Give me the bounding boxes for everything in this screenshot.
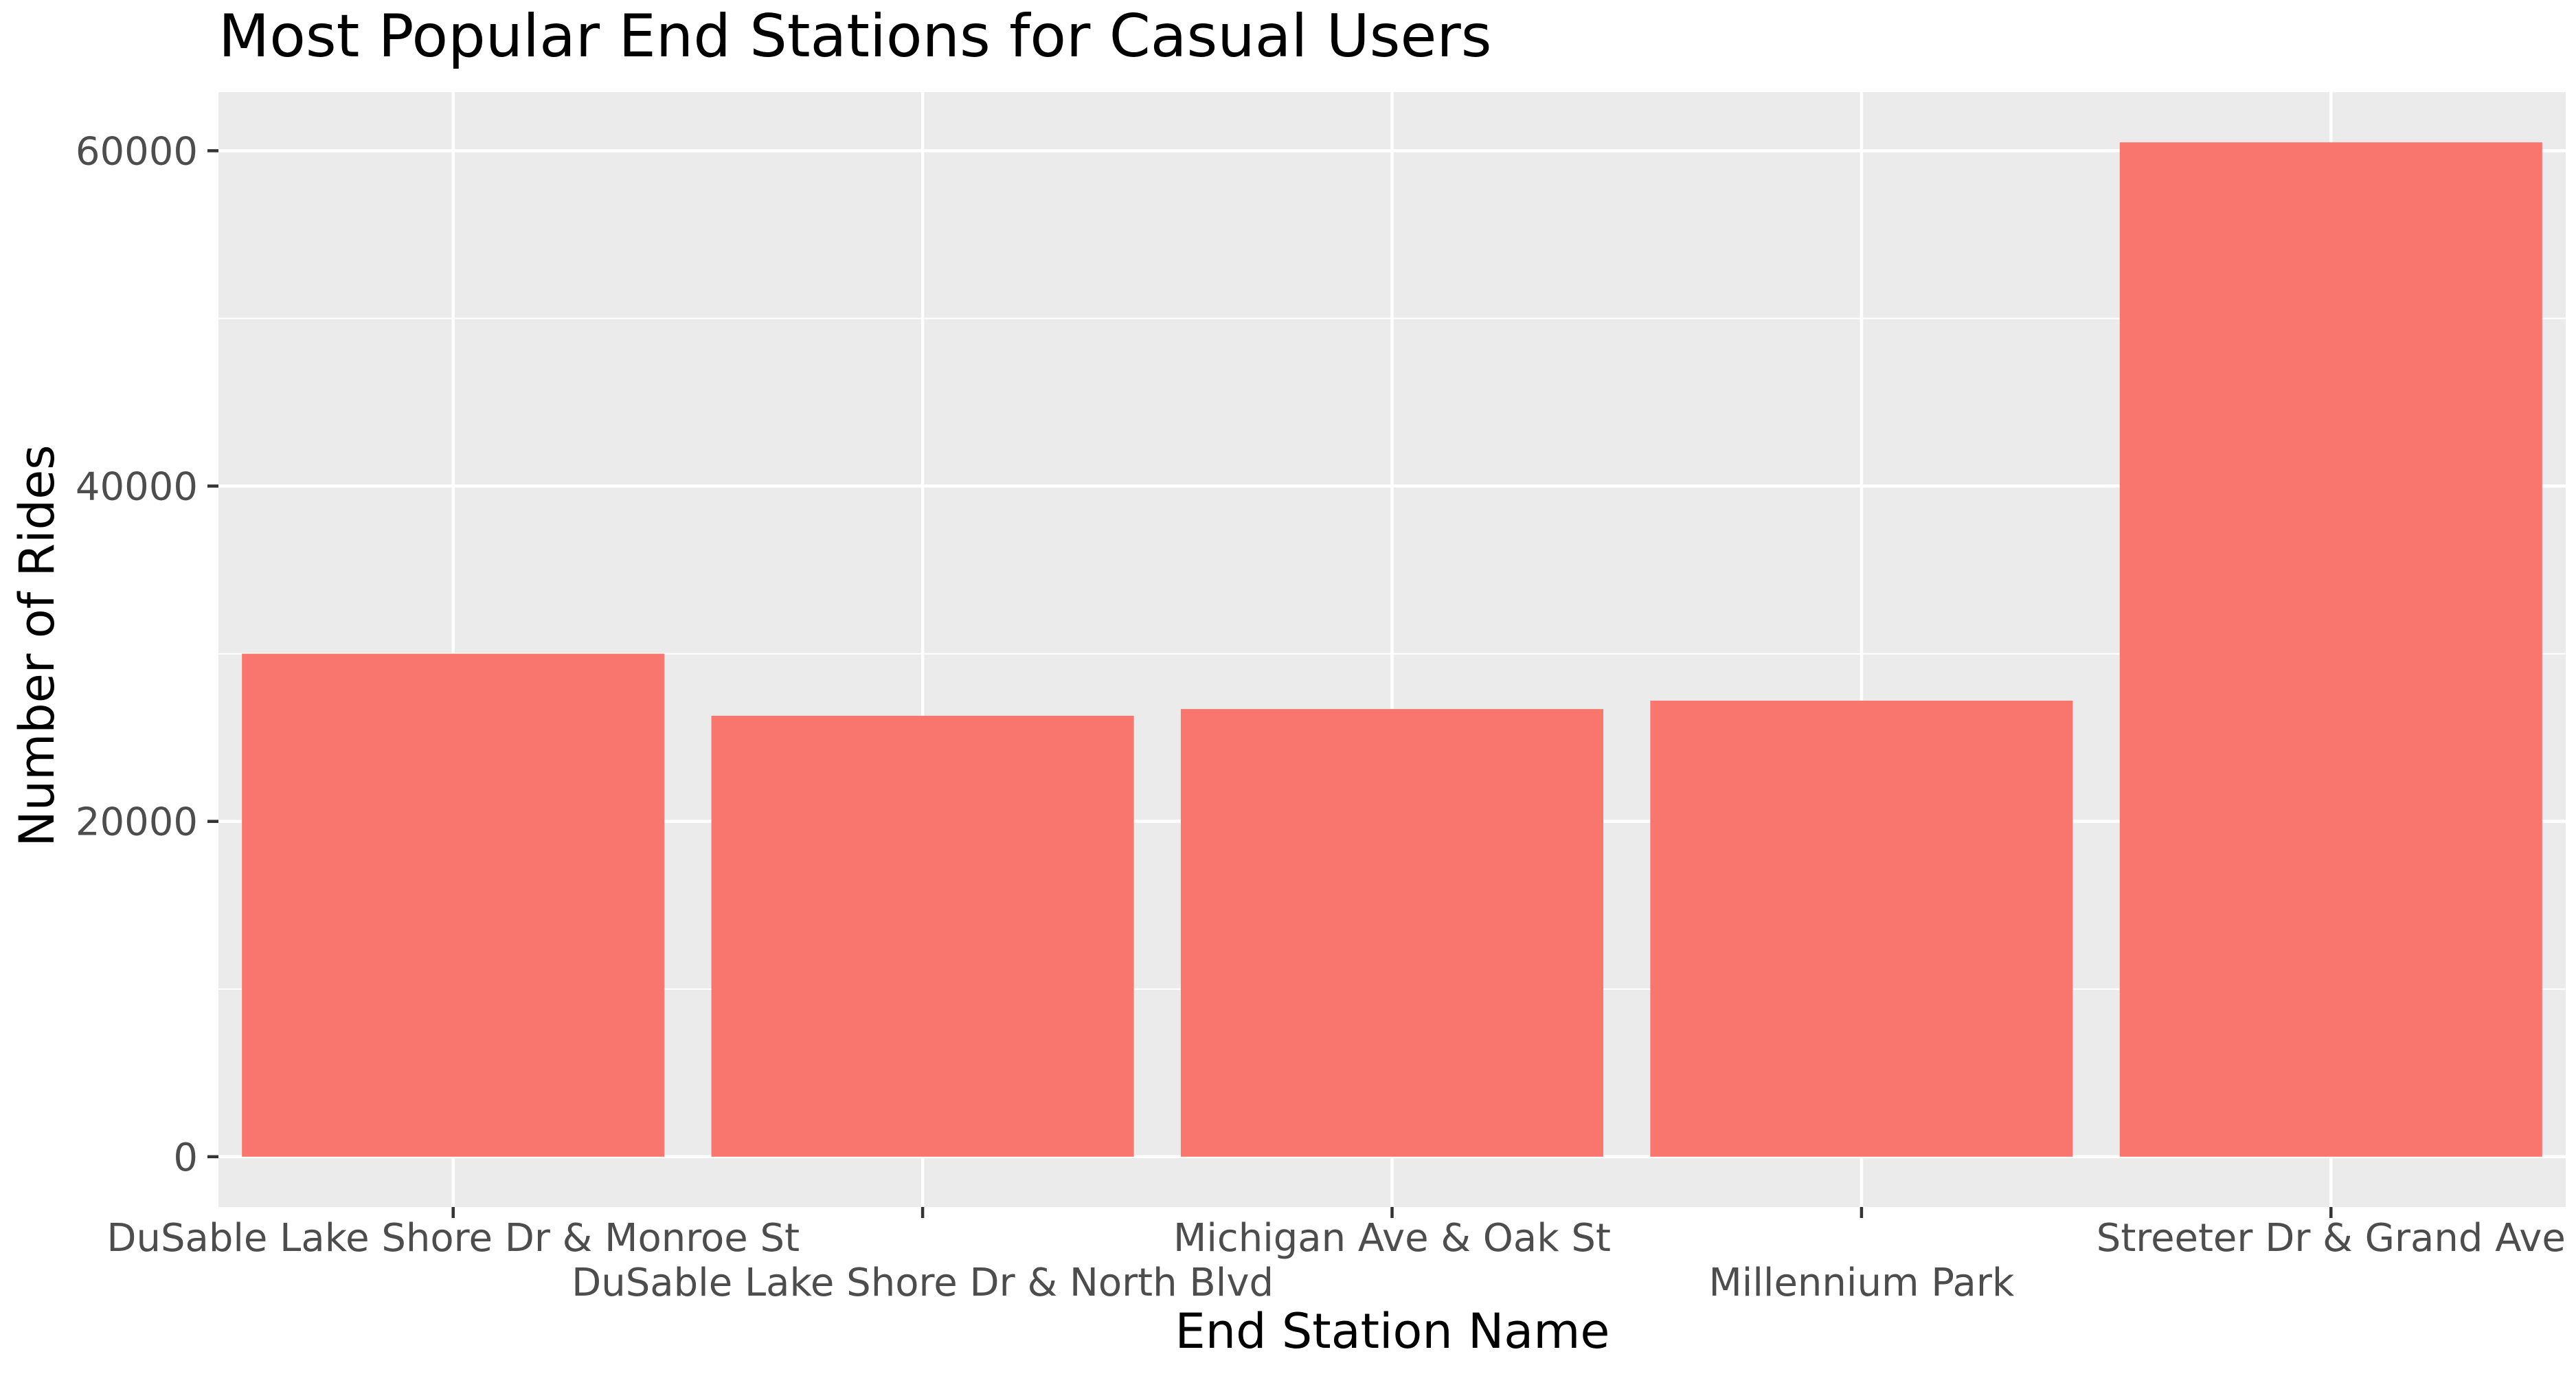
bars bbox=[242, 142, 2542, 1157]
bar bbox=[242, 653, 665, 1157]
x-tick-label: Streeter Dr & Grand Ave bbox=[2097, 1216, 2566, 1261]
y-tick-label: 0 bbox=[173, 1136, 198, 1180]
bar bbox=[711, 715, 1134, 1157]
x-axis: DuSable Lake Shore Dr & Monroe StDuSable… bbox=[106, 1207, 2566, 1305]
y-tick-label: 20000 bbox=[76, 800, 198, 845]
chart-title: Most Popular End Stations for Casual Use… bbox=[218, 2, 1492, 71]
x-tick-label: DuSable Lake Shore Dr & Monroe St bbox=[106, 1216, 800, 1261]
y-axis-title: Number of Rides bbox=[9, 444, 65, 846]
y-tick-label: 60000 bbox=[76, 129, 198, 174]
y-tick-label: 40000 bbox=[76, 465, 198, 510]
x-tick-label: Michigan Ave & Oak St bbox=[1173, 1216, 1611, 1261]
x-tick-label: DuSable Lake Shore Dr & North Blvd bbox=[572, 1261, 1274, 1305]
y-axis: 0 20000 40000 60000 bbox=[76, 129, 218, 1180]
x-tick-label: Millennium Park bbox=[1708, 1261, 2014, 1305]
bar bbox=[1180, 709, 1604, 1157]
bar bbox=[1650, 700, 2073, 1157]
bar bbox=[2119, 142, 2542, 1157]
x-axis-title: End Station Name bbox=[1175, 1303, 1610, 1360]
